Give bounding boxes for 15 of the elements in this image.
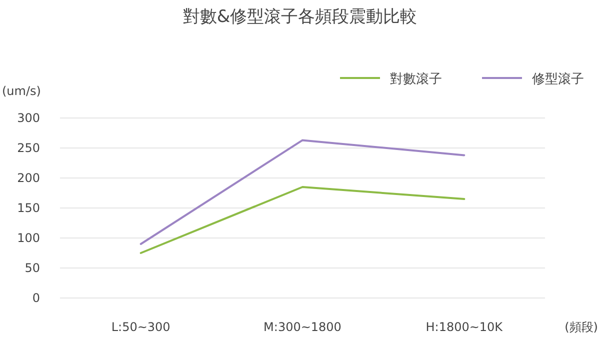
y-tick-label: 150 bbox=[17, 201, 40, 215]
y-axis-title: (um/s) bbox=[2, 84, 41, 98]
legend-label: 修型滾子 bbox=[532, 72, 584, 87]
y-tick-label: 250 bbox=[17, 141, 40, 155]
x-axis-title: (頻段) bbox=[564, 320, 598, 334]
y-tick-label: 100 bbox=[17, 231, 40, 245]
y-tick-label: 200 bbox=[17, 171, 40, 185]
y-tick-label: 0 bbox=[32, 291, 40, 305]
chart-title: 對數&修型滾子各頻段震動比較 bbox=[182, 7, 418, 27]
y-tick-label: 50 bbox=[24, 261, 40, 275]
legend-label: 對數滾子 bbox=[390, 72, 442, 87]
y-tick-label: 300 bbox=[17, 111, 40, 125]
x-tick-label: H:1800~10K bbox=[426, 320, 504, 334]
x-tick-label: M:300~1800 bbox=[264, 320, 342, 334]
x-tick-label: L:50~300 bbox=[111, 320, 170, 334]
